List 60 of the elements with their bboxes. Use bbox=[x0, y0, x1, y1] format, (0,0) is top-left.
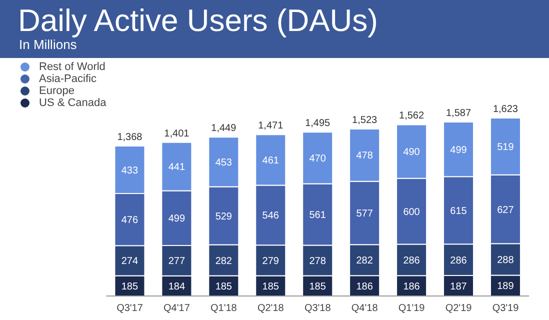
data-label: 470 bbox=[309, 153, 326, 164]
data-label: 187 bbox=[450, 281, 468, 292]
data-label: 476 bbox=[121, 215, 138, 226]
data-label: 274 bbox=[121, 256, 138, 268]
data-label: 478 bbox=[356, 150, 374, 162]
total-label: 1,587 bbox=[446, 108, 472, 119]
x-tick-label: Q3'18 bbox=[304, 303, 332, 314]
x-tick-label: Q3'17 bbox=[116, 303, 144, 314]
data-label: 288 bbox=[497, 255, 514, 266]
total-label: 1,449 bbox=[211, 123, 237, 134]
total-label: 1,562 bbox=[399, 110, 424, 122]
data-label: 184 bbox=[168, 281, 186, 292]
legend-label: Rest of World bbox=[39, 61, 106, 73]
data-label: 433 bbox=[121, 165, 138, 176]
data-label: 453 bbox=[215, 157, 232, 168]
chart-subtitle: In Millions bbox=[19, 37, 77, 52]
data-label: 441 bbox=[168, 162, 186, 174]
data-label: 286 bbox=[403, 255, 420, 266]
x-tick-label: Q2'18 bbox=[257, 303, 284, 314]
total-label: 1,401 bbox=[164, 128, 190, 140]
data-label: 499 bbox=[168, 214, 186, 225]
data-label: 282 bbox=[215, 256, 232, 267]
legend-label: Asia-Pacific bbox=[39, 73, 96, 85]
data-label: 286 bbox=[450, 255, 468, 266]
data-label: 529 bbox=[215, 211, 232, 222]
x-tick-label: Q4'17 bbox=[164, 303, 190, 314]
data-label: 490 bbox=[403, 147, 420, 158]
data-label: 185 bbox=[121, 281, 138, 292]
chart-title: Daily Active Users (DAUs) bbox=[18, 3, 378, 38]
data-label: 600 bbox=[403, 206, 420, 218]
total-label: 1,368 bbox=[117, 132, 143, 143]
data-label: 615 bbox=[450, 206, 468, 217]
data-label: 278 bbox=[309, 256, 326, 268]
x-tick-label: Q2'19 bbox=[445, 303, 472, 314]
data-label: 561 bbox=[309, 210, 326, 222]
data-label: 499 bbox=[450, 144, 468, 156]
x-tick-label: Q1'19 bbox=[398, 303, 426, 314]
x-tick-label: Q3'19 bbox=[492, 303, 520, 314]
data-label: 186 bbox=[403, 281, 420, 292]
x-tick-label: Q4'18 bbox=[351, 303, 378, 314]
data-label: 519 bbox=[497, 142, 514, 154]
data-label: 627 bbox=[497, 204, 514, 216]
data-label: 189 bbox=[497, 281, 514, 292]
data-label: 282 bbox=[356, 256, 374, 267]
data-label: 277 bbox=[168, 256, 186, 268]
data-label: 185 bbox=[215, 281, 232, 292]
total-label: 1,523 bbox=[352, 114, 378, 126]
total-label: 1,471 bbox=[258, 120, 284, 132]
data-label: 185 bbox=[309, 281, 326, 292]
data-label: 185 bbox=[262, 281, 280, 292]
data-label: 279 bbox=[262, 256, 280, 267]
data-label: 546 bbox=[262, 210, 280, 222]
legend-label: US & Canada bbox=[39, 97, 106, 109]
data-label: 186 bbox=[356, 281, 374, 292]
data-label: 577 bbox=[356, 208, 374, 220]
total-label: 1,495 bbox=[305, 118, 331, 130]
x-tick-label: Q1'18 bbox=[210, 303, 238, 314]
legend-label: Europe bbox=[39, 85, 74, 97]
data-label: 461 bbox=[262, 156, 280, 166]
total-label: 1,623 bbox=[492, 104, 518, 115]
